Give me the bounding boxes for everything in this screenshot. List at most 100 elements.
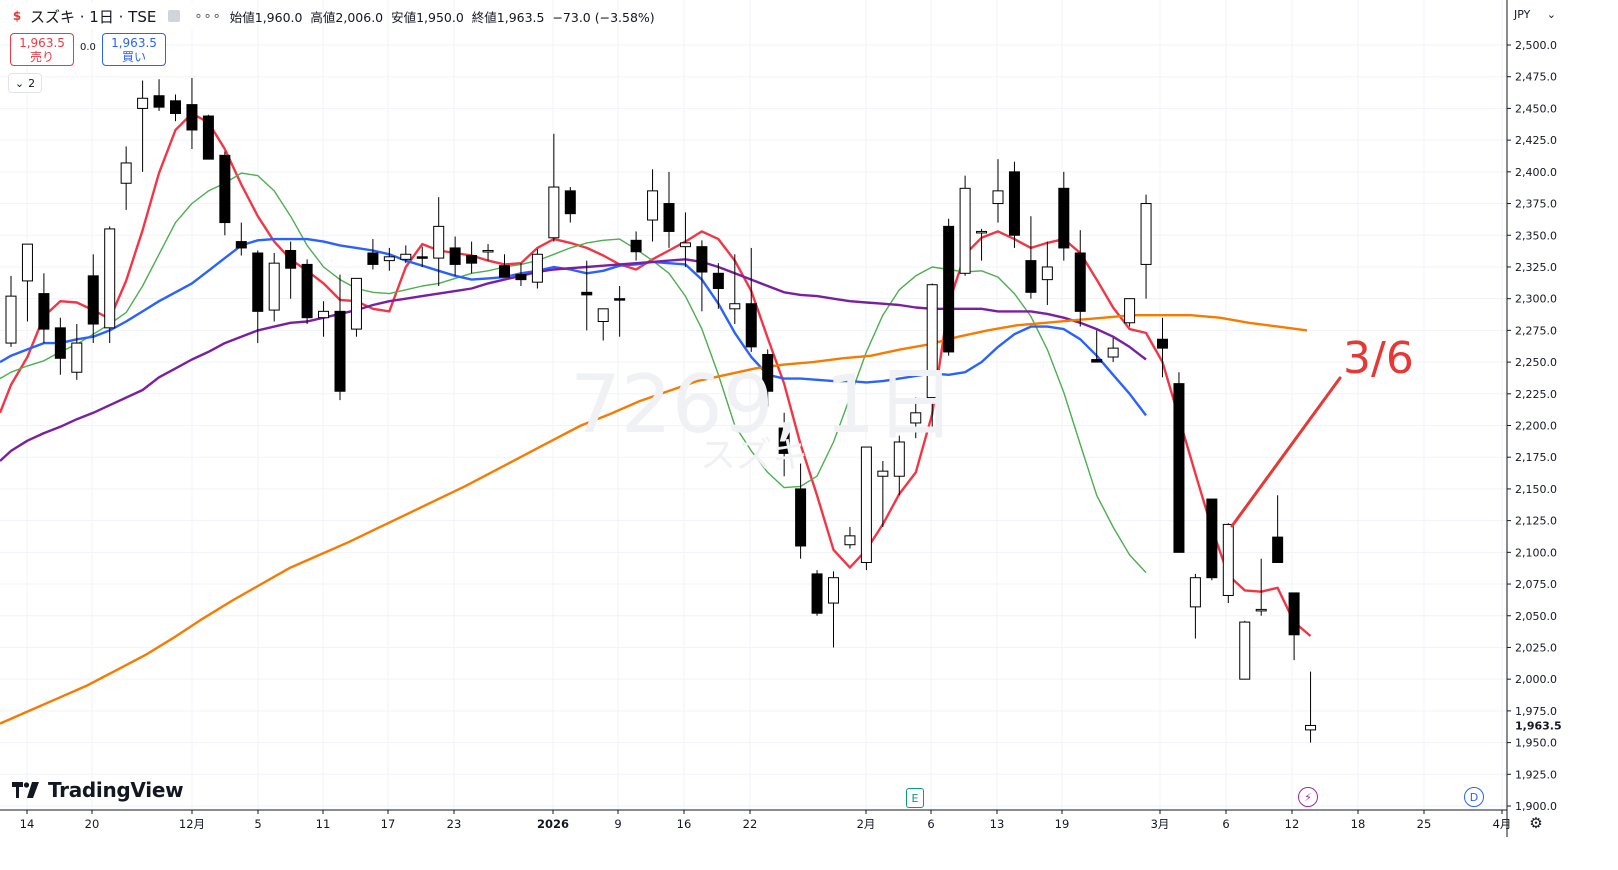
candle <box>943 218 955 356</box>
candle-body <box>104 228 116 329</box>
price-tick-label: 2,250.0 <box>1515 356 1557 369</box>
candle <box>614 285 626 337</box>
price-tick-label: 2,400.0 <box>1515 166 1557 179</box>
candle <box>893 435 905 496</box>
candle-body <box>597 308 609 322</box>
candle-body <box>795 488 807 547</box>
time-tick-label: 9 <box>614 817 621 831</box>
price-tick-label: 2,275.0 <box>1515 324 1557 337</box>
candle-body <box>5 295 17 344</box>
candle-body <box>120 162 132 184</box>
candle-body <box>976 230 988 234</box>
candle-body <box>811 573 823 614</box>
symbol-title[interactable]: スズキ · 1日 · TSE <box>30 7 157 26</box>
time-tick-label: 11 <box>316 817 331 831</box>
price-tick-label: 1,950.0 <box>1515 737 1557 750</box>
candle-body <box>466 255 478 264</box>
axis-layer: 2,500.0 2,475.0 2,450.0 2,425.0 2,400.0 2,375… <box>0 0 1562 837</box>
candle-body <box>548 186 560 239</box>
earnings-event-icon[interactable]: E <box>906 788 924 808</box>
more-options-icon[interactable]: ∘∘∘ <box>194 8 222 24</box>
indicators-toggle[interactable]: ⌄ 2 <box>8 73 42 93</box>
candle <box>383 247 395 271</box>
candle <box>170 94 181 122</box>
candle <box>301 259 313 325</box>
annotation-line <box>1230 376 1342 528</box>
candle <box>38 273 50 344</box>
price-tick-label: 1,900.0 <box>1515 800 1557 813</box>
split-event-icon[interactable]: ⚡ <box>1298 787 1318 807</box>
candle <box>137 80 149 172</box>
candle-body <box>1124 298 1136 324</box>
candle <box>597 308 609 341</box>
candle-body <box>482 249 494 253</box>
candle-body <box>515 274 527 281</box>
buy-price: 1,963.5 <box>111 35 157 50</box>
candle <box>367 239 379 270</box>
gear-icon[interactable]: ⚙ <box>1529 814 1543 832</box>
annotation-text[interactable]: 3/6 <box>1343 333 1414 384</box>
time-tick-label: 14 <box>20 817 35 831</box>
suzuki-logo-icon: $ <box>12 9 22 23</box>
time-tick-label: 25 <box>1417 817 1432 831</box>
candle <box>515 263 527 286</box>
moving-average-line <box>0 237 1147 417</box>
candle-body <box>334 310 346 392</box>
tradingview-logo[interactable]: TradingView <box>12 778 184 802</box>
candle <box>5 275 17 347</box>
candle-body <box>877 470 889 477</box>
currency-selector[interactable]: JPY ⌄ <box>1510 3 1560 25</box>
candle-body <box>679 242 691 248</box>
price-tick-label: 2,325.0 <box>1515 261 1557 274</box>
candle-body <box>235 241 247 249</box>
dividend-event-icon[interactable]: D <box>1464 787 1484 807</box>
candle <box>1206 498 1218 581</box>
candle-body <box>170 100 181 114</box>
candle <box>647 169 659 242</box>
candle <box>1272 495 1284 563</box>
candle-body <box>1140 203 1152 265</box>
time-tick-label: 23 <box>447 817 462 831</box>
sell-label: 売り <box>29 49 54 64</box>
candle-body <box>1305 724 1317 731</box>
low-value: 安値1,950.0 <box>391 9 464 25</box>
candle-body <box>647 190 659 221</box>
price-tick-label: 2,100.0 <box>1515 546 1557 559</box>
candle <box>877 461 889 527</box>
candle <box>581 260 593 331</box>
candle-body <box>433 225 445 259</box>
candle-body <box>1008 171 1020 236</box>
flag-icon[interactable] <box>168 10 181 22</box>
candle-body <box>252 252 264 312</box>
moving-average-line <box>0 314 1308 725</box>
candle-body <box>860 446 872 563</box>
time-tick-label: 20 <box>85 817 100 831</box>
symbol-info[interactable]: $ スズキ · 1日 · TSE ∘∘∘ <box>6 3 228 29</box>
candle-body <box>1189 577 1201 608</box>
candle-body <box>1206 498 1218 579</box>
tradingview-wordmark: TradingView <box>48 778 184 802</box>
candle <box>630 231 642 261</box>
candle <box>186 77 198 150</box>
time-tick-label: 12月 <box>179 817 205 831</box>
candle <box>745 247 757 352</box>
candle <box>778 412 790 477</box>
tradingview-logo-icon <box>12 782 39 798</box>
candle-body <box>87 275 99 325</box>
candle-body <box>449 247 461 265</box>
sell-button[interactable]: 1,963.5 売り <box>10 33 74 66</box>
buy-button[interactable]: 1,963.5 買い <box>102 33 166 66</box>
candle <box>844 526 856 549</box>
candle-body <box>202 115 214 160</box>
close-value: 終値1,963.5 <box>471 9 545 25</box>
candle <box>1157 317 1168 378</box>
price-tick-label: 2,150.0 <box>1515 483 1557 496</box>
candle-body <box>1157 338 1168 349</box>
current-price-label: 1,963.5 <box>1515 719 1562 732</box>
watermark-symbol: 7269, 1日 <box>570 358 956 451</box>
candle-layer <box>5 77 1317 743</box>
change-value: −73.0 (−3.58%) <box>552 9 655 25</box>
candle-body <box>828 577 839 604</box>
candle-body <box>943 225 955 353</box>
